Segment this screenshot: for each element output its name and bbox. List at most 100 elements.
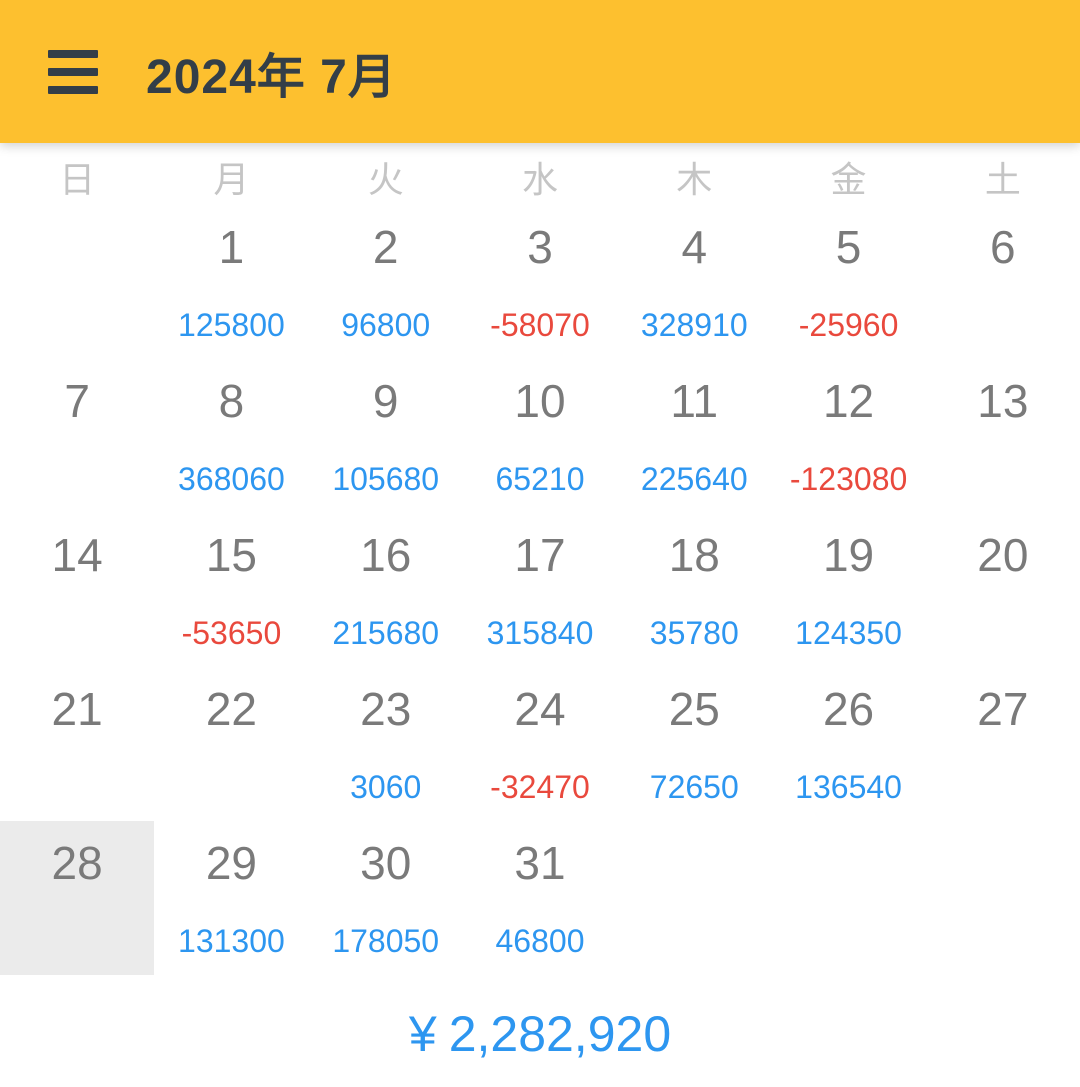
day-amount: 72650 [649,769,739,805]
day-number: 16 [360,529,412,581]
day-cell[interactable]: 12 -123080 [771,359,925,513]
day-number: 4 [681,221,708,273]
day-cell[interactable]: 4 328910 [617,205,771,359]
day-cell[interactable]: 6 [926,205,1080,359]
week-row-2: 7 8 368060 9 105680 10 65210 11 225640 12 -12… [0,359,1080,513]
day-number: 25 [668,683,720,735]
day-cell [926,821,1080,975]
weekday-header-wednesday: 水 [521,159,558,200]
day-cell[interactable]: 18 35780 [617,513,771,667]
day-cell[interactable]: 14 [0,513,154,667]
page-title: 2024年 7月 [146,50,397,104]
weekday-header-tuesday: 火 [367,159,404,200]
day-cell[interactable]: 8 368060 [154,359,308,513]
day-cell [771,821,925,975]
day-number: 28 [51,837,103,889]
day-cell-selected[interactable]: 28 [0,821,155,975]
day-number: 12 [822,375,875,427]
day-cell[interactable]: 20 [926,513,1080,667]
day-number: 26 [822,683,875,735]
weekday-header-row: 日 月 火 水 木 金 土 [0,143,1080,205]
day-number: 17 [514,529,566,581]
day-cell[interactable]: 26 136540 [771,667,925,821]
day-amount: 368060 [178,461,285,497]
monthly-total-row: ¥2,282,920 [0,975,1080,1087]
week-row-1: 1 125800 2 96800 3 -58070 4 328910 5 -25960 6 [0,205,1080,359]
day-cell [617,821,771,975]
week-row-5: 28 29 131300 30 178050 31 46800 [0,821,1080,975]
day-amount: 96800 [341,307,431,343]
day-cell[interactable]: 23 3060 [309,667,463,821]
day-number: 23 [360,683,412,735]
day-number: 5 [835,221,862,273]
monthly-total-value: 2,282,920 [448,1006,672,1062]
day-cell[interactable]: 10 65210 [463,359,617,513]
day-number [617,835,771,891]
day-amount: 125800 [178,307,285,343]
day-cell[interactable]: 9 105680 [309,359,463,513]
day-amount: -25960 [798,307,899,343]
day-number: 8 [218,375,245,427]
day-number: 20 [977,529,1029,581]
day-number: 6 [990,221,1016,273]
day-amount: -58070 [490,307,590,343]
day-amount: 105680 [332,461,440,497]
day-number: 14 [51,529,103,581]
day-cell[interactable]: 29 131300 [154,821,308,975]
day-cell[interactable]: 7 [0,359,154,513]
day-number: 10 [514,375,566,427]
weekday-header-saturday: 土 [984,159,1021,200]
day-amount: 215680 [332,615,440,651]
day-number: 9 [372,375,399,427]
day-cell[interactable]: 19 124350 [771,513,925,667]
day-cell[interactable]: 11 225640 [617,359,771,513]
day-amount: -32470 [490,769,590,805]
app-bar: 2024年 7月 [0,0,1080,143]
day-number [926,835,1080,891]
day-cell[interactable]: 1 125800 [154,205,308,359]
day-number: 22 [205,683,257,735]
day-cell[interactable]: 3 -58070 [463,205,617,359]
weekday-header-friday: 金 [830,159,867,200]
week-row-4: 21 22 23 3060 24 -32470 25 72650 26 136540 2… [0,667,1080,821]
day-number: 24 [514,683,566,735]
day-number [771,835,925,891]
day-amount: 131300 [178,923,285,959]
day-cell[interactable]: 24 -32470 [463,667,617,821]
day-amount: 178050 [332,923,440,959]
day-cell[interactable]: 15 -53650 [154,513,308,667]
day-number: 27 [977,683,1029,735]
weekday-header-monday: 月 [213,159,250,200]
day-amount: 225640 [640,461,748,497]
day-cell[interactable]: 22 [154,667,308,821]
day-number: 30 [360,837,412,889]
day-amount: -123080 [789,461,908,497]
weekday-header-sunday: 日 [59,159,96,200]
day-number: 3 [527,221,553,273]
day-amount: 136540 [795,769,902,805]
weekday-header-thursday: 木 [676,159,713,200]
day-number: 21 [51,683,103,735]
day-number: 11 [670,375,719,427]
day-number: 2 [372,221,399,273]
week-row-3: 14 15 -53650 16 215680 17 315840 18 35780 19… [0,513,1080,667]
day-cell[interactable]: 5 -25960 [771,205,925,359]
day-cell[interactable]: 21 [0,667,154,821]
day-number: 7 [64,375,90,427]
day-cell[interactable]: 25 72650 [617,667,771,821]
day-number: 18 [668,529,720,581]
day-cell[interactable]: 16 215680 [309,513,463,667]
day-number [0,219,154,275]
hamburger-menu-icon [48,49,98,94]
day-amount: 35780 [649,615,739,651]
hamburger-menu-button[interactable] [48,49,98,94]
day-number: 15 [205,529,257,581]
day-cell[interactable]: 2 96800 [309,205,463,359]
day-cell[interactable]: 17 315840 [463,513,617,667]
day-cell[interactable]: 30 178050 [309,821,463,975]
day-cell[interactable]: 31 46800 [463,821,617,975]
day-cell[interactable]: 13 [926,359,1080,513]
day-amount: 328910 [640,307,748,343]
day-number: 1 [218,221,245,273]
day-cell[interactable]: 27 [926,667,1080,821]
